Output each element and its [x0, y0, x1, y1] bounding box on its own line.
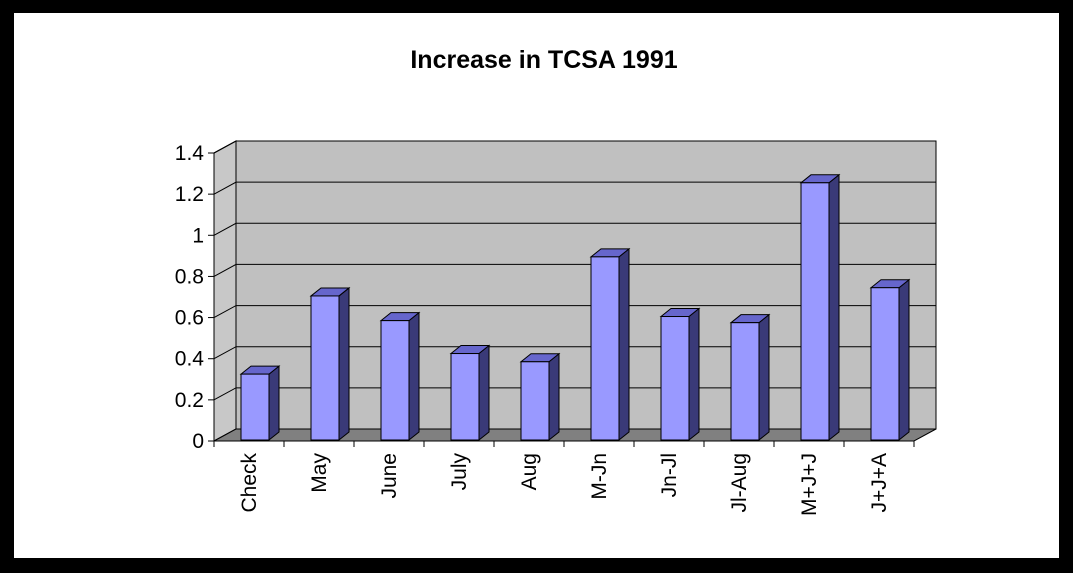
bar [659, 307, 701, 442]
x-tick-label: M+J+J [798, 453, 821, 516]
gridline [213, 181, 936, 195]
bar-side [478, 344, 490, 442]
bar-front [870, 287, 900, 441]
gridline [213, 140, 936, 154]
bar [309, 286, 351, 442]
bar-front [310, 295, 340, 441]
bar-side [338, 286, 350, 442]
side-wall [213, 140, 237, 442]
bar [239, 365, 281, 442]
gridline [213, 387, 936, 401]
bar-side [758, 313, 770, 442]
bar [869, 278, 911, 442]
bar-side [408, 311, 420, 442]
y-axis: 0 0.2 0.4 0.6 0.8 1 1.2 1.4 [175, 142, 915, 453]
bar-front [590, 256, 620, 441]
bar [589, 247, 631, 442]
gridline [213, 222, 936, 236]
y-tick-label: 0.6 [175, 307, 204, 330]
chart-title: Increase in TCSA 1991 [410, 46, 677, 74]
x-tick-label: M-Jn [588, 453, 611, 500]
bar-front [800, 182, 830, 441]
bar-side [898, 278, 910, 442]
x-tick-label: Check [238, 453, 261, 513]
x-tick-label: July [448, 453, 471, 491]
bar-front [380, 320, 410, 441]
bar-side [618, 247, 630, 442]
chart-frame: Increase in TCSA 1991 0 0.2 0.4 0.6 0.8 1 1.2 1… [14, 13, 1059, 558]
gridline [213, 263, 936, 277]
bar [729, 313, 771, 442]
bars [239, 173, 911, 442]
bar-front [660, 316, 690, 441]
y-tick-label: 0.2 [175, 389, 204, 412]
y-tick-label: 1.2 [175, 183, 204, 206]
gridlines [213, 140, 936, 401]
bar [379, 311, 421, 442]
bar [519, 352, 561, 442]
bar-front [730, 322, 760, 441]
bar-front [450, 353, 480, 441]
y-tick-label: 0.8 [175, 265, 204, 288]
bar-side [828, 173, 840, 442]
y-tick-label: 1.4 [175, 142, 205, 165]
bar [449, 344, 491, 442]
gridline [213, 346, 936, 360]
chart: Increase in TCSA 1991 0 0.2 0.4 0.6 0.8 1 1.2 1… [175, 46, 937, 517]
x-tick-label: May [308, 453, 331, 493]
bar-side [268, 365, 280, 442]
bar-front [520, 361, 550, 441]
gridline [213, 305, 936, 319]
bar-front [240, 373, 270, 441]
bar-side [548, 352, 560, 442]
x-tick-label: June [378, 453, 401, 499]
y-tick-label: 1 [192, 224, 204, 247]
y-tick-label: 0 [192, 430, 204, 453]
y-tick-label: 0.4 [175, 348, 205, 371]
x-tick-label: Jl-Aug [728, 453, 751, 513]
bar-side [688, 307, 700, 442]
bar [799, 173, 841, 442]
x-tick-label: Aug [518, 453, 541, 490]
x-tick-label: J+J+A [868, 453, 891, 513]
x-tick-label: Jn-Jl [658, 453, 681, 497]
x-axis-labels: Check May June July Aug M-Jn Jn-Jl Jl-Aug M+J+J J… [238, 453, 891, 517]
